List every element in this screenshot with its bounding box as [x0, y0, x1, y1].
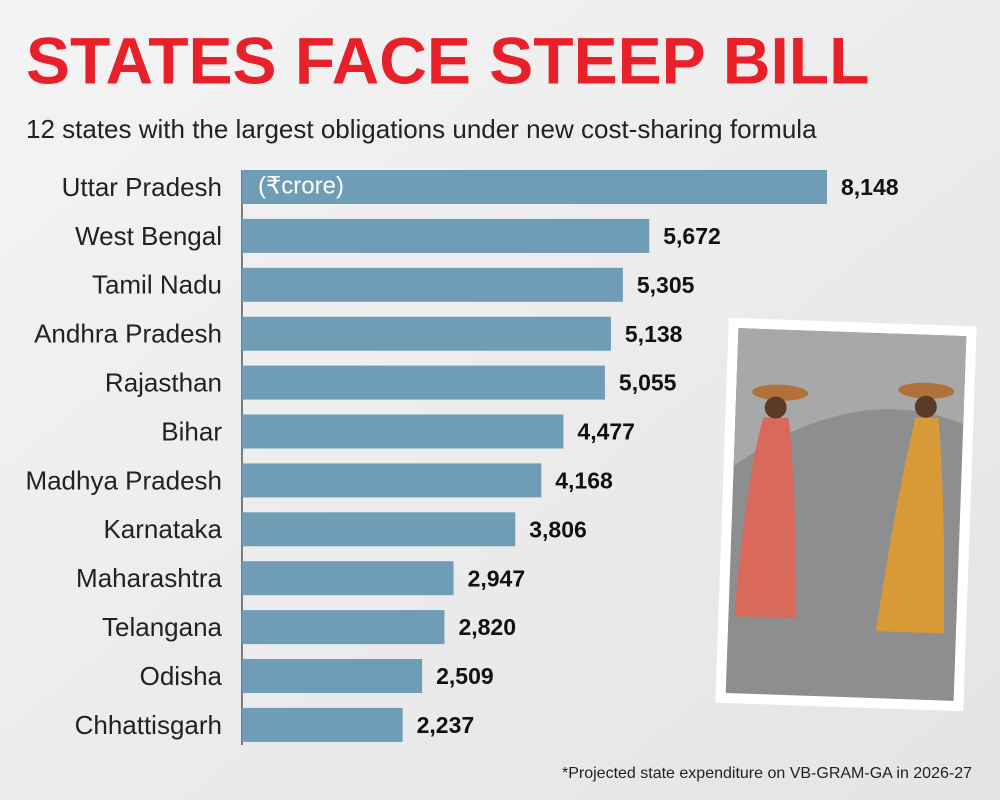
category-label: Tamil Nadu — [92, 270, 222, 300]
bar — [242, 267, 623, 302]
value-label: 5,055 — [619, 370, 677, 396]
value-label: 2,820 — [458, 614, 516, 640]
bar — [242, 170, 827, 204]
bar — [242, 707, 403, 742]
photo-gravel — [733, 328, 967, 467]
photo — [715, 317, 977, 712]
chart-subtitle: 12 states with the largest obligations u… — [26, 114, 817, 144]
value-label: 4,168 — [555, 467, 613, 493]
value-label: 2,509 — [436, 663, 494, 689]
value-label: 5,672 — [663, 223, 721, 249]
bar — [242, 463, 542, 498]
bar — [242, 512, 516, 547]
photo-head — [764, 396, 787, 419]
photo-head — [914, 395, 937, 418]
chart-title: STATES FACE STEEP BILL — [26, 23, 869, 97]
photo-basin — [752, 384, 809, 401]
value-label: 2,947 — [468, 565, 526, 591]
bar — [242, 218, 650, 253]
bar — [242, 316, 611, 351]
bar — [242, 610, 445, 645]
bar — [242, 365, 605, 400]
category-label: Andhra Pradesh — [34, 319, 222, 349]
bar — [242, 561, 454, 596]
category-label: Bihar — [161, 416, 222, 446]
category-label: Karnataka — [103, 514, 222, 544]
category-label: Maharashtra — [76, 563, 222, 593]
photo-figure — [875, 417, 945, 634]
value-label: 5,138 — [625, 321, 683, 347]
photo-figure — [734, 417, 797, 619]
value-label: 8,148 — [841, 174, 899, 200]
category-label: Madhya Pradesh — [25, 465, 222, 495]
value-label: 3,806 — [529, 516, 587, 542]
category-label: Uttar Pradesh — [62, 172, 222, 202]
category-label: Odisha — [140, 661, 223, 691]
value-label: 2,237 — [417, 712, 475, 738]
value-label: 4,477 — [577, 419, 635, 445]
category-label: Rajasthan — [105, 367, 222, 397]
bar — [242, 414, 564, 449]
category-label: Chhattisgarh — [75, 710, 222, 740]
footnote: *Projected state expenditure on VB-GRAM-… — [562, 765, 972, 782]
value-label: 5,305 — [637, 272, 695, 298]
photo-basin — [898, 382, 955, 399]
bar — [242, 659, 423, 693]
unit-label: (₹crore) — [258, 172, 344, 199]
category-label: Telangana — [102, 612, 223, 642]
category-label: West Bengal — [75, 221, 222, 251]
